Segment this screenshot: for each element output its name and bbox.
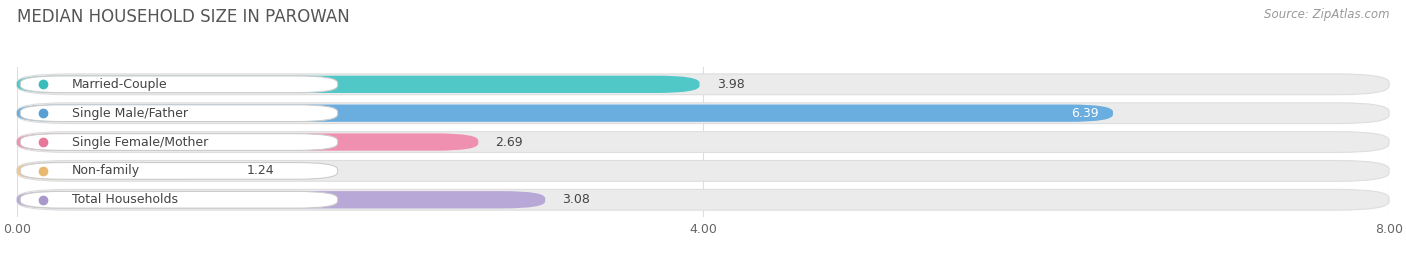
FancyBboxPatch shape [17, 191, 546, 209]
Text: Source: ZipAtlas.com: Source: ZipAtlas.com [1264, 8, 1389, 21]
Text: 1.24: 1.24 [246, 164, 274, 177]
FancyBboxPatch shape [17, 76, 700, 93]
Text: 6.39: 6.39 [1071, 107, 1099, 120]
FancyBboxPatch shape [20, 191, 337, 208]
FancyBboxPatch shape [20, 105, 337, 122]
FancyBboxPatch shape [17, 162, 229, 180]
FancyBboxPatch shape [20, 162, 337, 179]
Text: Total Households: Total Households [72, 193, 177, 206]
FancyBboxPatch shape [17, 132, 1389, 152]
Text: Married-Couple: Married-Couple [72, 78, 167, 91]
Text: Single Female/Mother: Single Female/Mother [72, 136, 208, 148]
Text: 3.08: 3.08 [562, 193, 591, 206]
FancyBboxPatch shape [17, 133, 478, 151]
FancyBboxPatch shape [17, 74, 1389, 95]
FancyBboxPatch shape [20, 76, 337, 93]
FancyBboxPatch shape [20, 134, 337, 150]
Text: MEDIAN HOUSEHOLD SIZE IN PAROWAN: MEDIAN HOUSEHOLD SIZE IN PAROWAN [17, 8, 350, 26]
FancyBboxPatch shape [17, 103, 1389, 124]
FancyBboxPatch shape [17, 161, 1389, 181]
Text: 2.69: 2.69 [495, 136, 523, 148]
Text: 3.98: 3.98 [717, 78, 744, 91]
FancyBboxPatch shape [17, 105, 1114, 122]
Text: Non-family: Non-family [72, 164, 139, 177]
FancyBboxPatch shape [17, 189, 1389, 210]
Text: Single Male/Father: Single Male/Father [72, 107, 188, 120]
